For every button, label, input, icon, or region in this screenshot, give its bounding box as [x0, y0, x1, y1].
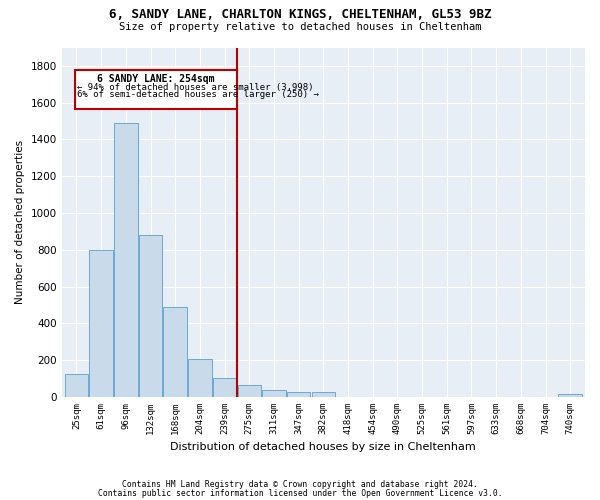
Bar [163, 307, 187, 397]
Y-axis label: Number of detached properties: Number of detached properties [15, 140, 25, 304]
Text: Contains public sector information licensed under the Open Government Licence v3: Contains public sector information licen… [98, 489, 502, 498]
Bar [287, 392, 310, 397]
Bar [559, 394, 582, 397]
Text: 6, SANDY LANE, CHARLTON KINGS, CHELTENHAM, GL53 9BZ: 6, SANDY LANE, CHARLTON KINGS, CHELTENHA… [109, 8, 491, 20]
Text: ← 94% of detached houses are smaller (3,998): ← 94% of detached houses are smaller (3,… [77, 83, 313, 92]
Bar [89, 250, 113, 397]
Bar [139, 235, 162, 397]
Bar [74, 70, 237, 109]
Text: Size of property relative to detached houses in Cheltenham: Size of property relative to detached ho… [119, 22, 481, 32]
Bar [262, 390, 286, 397]
Bar [311, 392, 335, 397]
Bar [188, 360, 212, 397]
Bar [238, 385, 261, 397]
Bar [65, 374, 88, 397]
Text: Contains HM Land Registry data © Crown copyright and database right 2024.: Contains HM Land Registry data © Crown c… [122, 480, 478, 489]
X-axis label: Distribution of detached houses by size in Cheltenham: Distribution of detached houses by size … [170, 442, 476, 452]
Bar [213, 378, 236, 397]
Bar [114, 123, 137, 397]
Text: 6% of semi-detached houses are larger (250) →: 6% of semi-detached houses are larger (2… [77, 90, 319, 100]
Text: 6 SANDY LANE: 254sqm: 6 SANDY LANE: 254sqm [97, 74, 214, 84]
